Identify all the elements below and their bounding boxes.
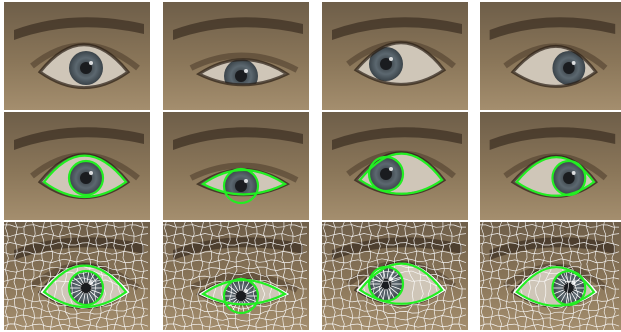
eye-image [480,112,621,220]
eyelid-contour [42,264,128,309]
eye-panel-mesh-2 [163,222,309,330]
eye-image [4,112,150,220]
eyelid-line [510,45,598,88]
pupil [235,70,247,82]
eye-image [322,112,468,220]
eye-image [4,222,150,330]
iris-contour [367,265,405,303]
iris-contour [222,277,260,315]
eyebrow [173,237,303,260]
pupil [563,282,575,294]
pupil [380,58,392,70]
pupil [80,172,92,184]
catchlight [89,171,93,175]
iris-contour [367,155,405,193]
eyelid-contour [515,266,596,307]
eye-image [322,2,468,110]
eye-panel-mesh-4 [480,222,621,330]
eyebrow [332,127,462,150]
pupil [235,180,247,192]
eye-panel-contour-1 [4,112,150,220]
eye-panel-contour-2 [163,112,309,220]
eyebrow [14,17,144,40]
pupil [563,62,575,74]
lid-crease [189,162,299,183]
eyebrow [332,237,462,260]
catchlight [89,61,93,65]
eyelid-contour [200,168,288,196]
deformation-mesh [480,222,620,330]
catchlight [244,179,248,183]
eye-panel-photo-4 [480,2,621,110]
eyelid-line [195,58,291,87]
eyebrow [14,127,144,150]
pupil [380,168,392,180]
deformation-mesh [322,222,467,330]
iris-mesh [69,271,103,305]
iris-contour [67,269,105,307]
eyebrow [173,127,303,150]
catchlight [571,61,576,65]
pupil [563,172,575,184]
catchlight [244,289,248,293]
eye-image [322,222,468,330]
iris-mesh [552,271,586,305]
eyebrow [173,17,303,40]
eyelid-contour [42,154,128,199]
pupil [80,282,92,294]
iris-contour [551,159,587,197]
eye-panel-photo-2 [163,2,309,110]
catchlight [244,69,248,73]
eyelid-contour [515,156,596,197]
pupil [80,62,92,74]
eye-image [4,2,150,110]
eye-panel-photo-1 [4,2,150,110]
iris-mesh [369,267,403,301]
eye-panel-contour-4 [480,112,621,220]
eye-panel-mesh-3 [322,222,468,330]
iris-contour [222,167,260,205]
eyebrow [14,237,144,260]
eye-panel-mesh-1 [4,222,150,330]
eyebrow [489,17,616,40]
eyelid-line [37,43,131,89]
eye-image [163,222,309,330]
eye-panel-contour-3 [322,112,468,220]
eyelid-contour [200,278,288,306]
eye-image [480,222,621,330]
catchlight [571,171,576,175]
eye-image [163,112,309,220]
eye-image [480,2,621,110]
iris-contour [67,159,105,197]
deformation-mesh [163,222,308,330]
eyelid-line [353,41,447,86]
eyebrow [489,127,616,150]
eye-panel-photo-3 [322,2,468,110]
eye-image [163,2,309,110]
lid-crease [189,272,299,293]
pupil [235,290,247,302]
eyebrow [332,17,462,40]
eyebrow [489,237,616,260]
lid-crease [189,52,299,73]
catchlight [389,167,393,171]
catchlight [89,281,93,285]
iris-contour [551,269,587,307]
catchlight [389,57,393,61]
